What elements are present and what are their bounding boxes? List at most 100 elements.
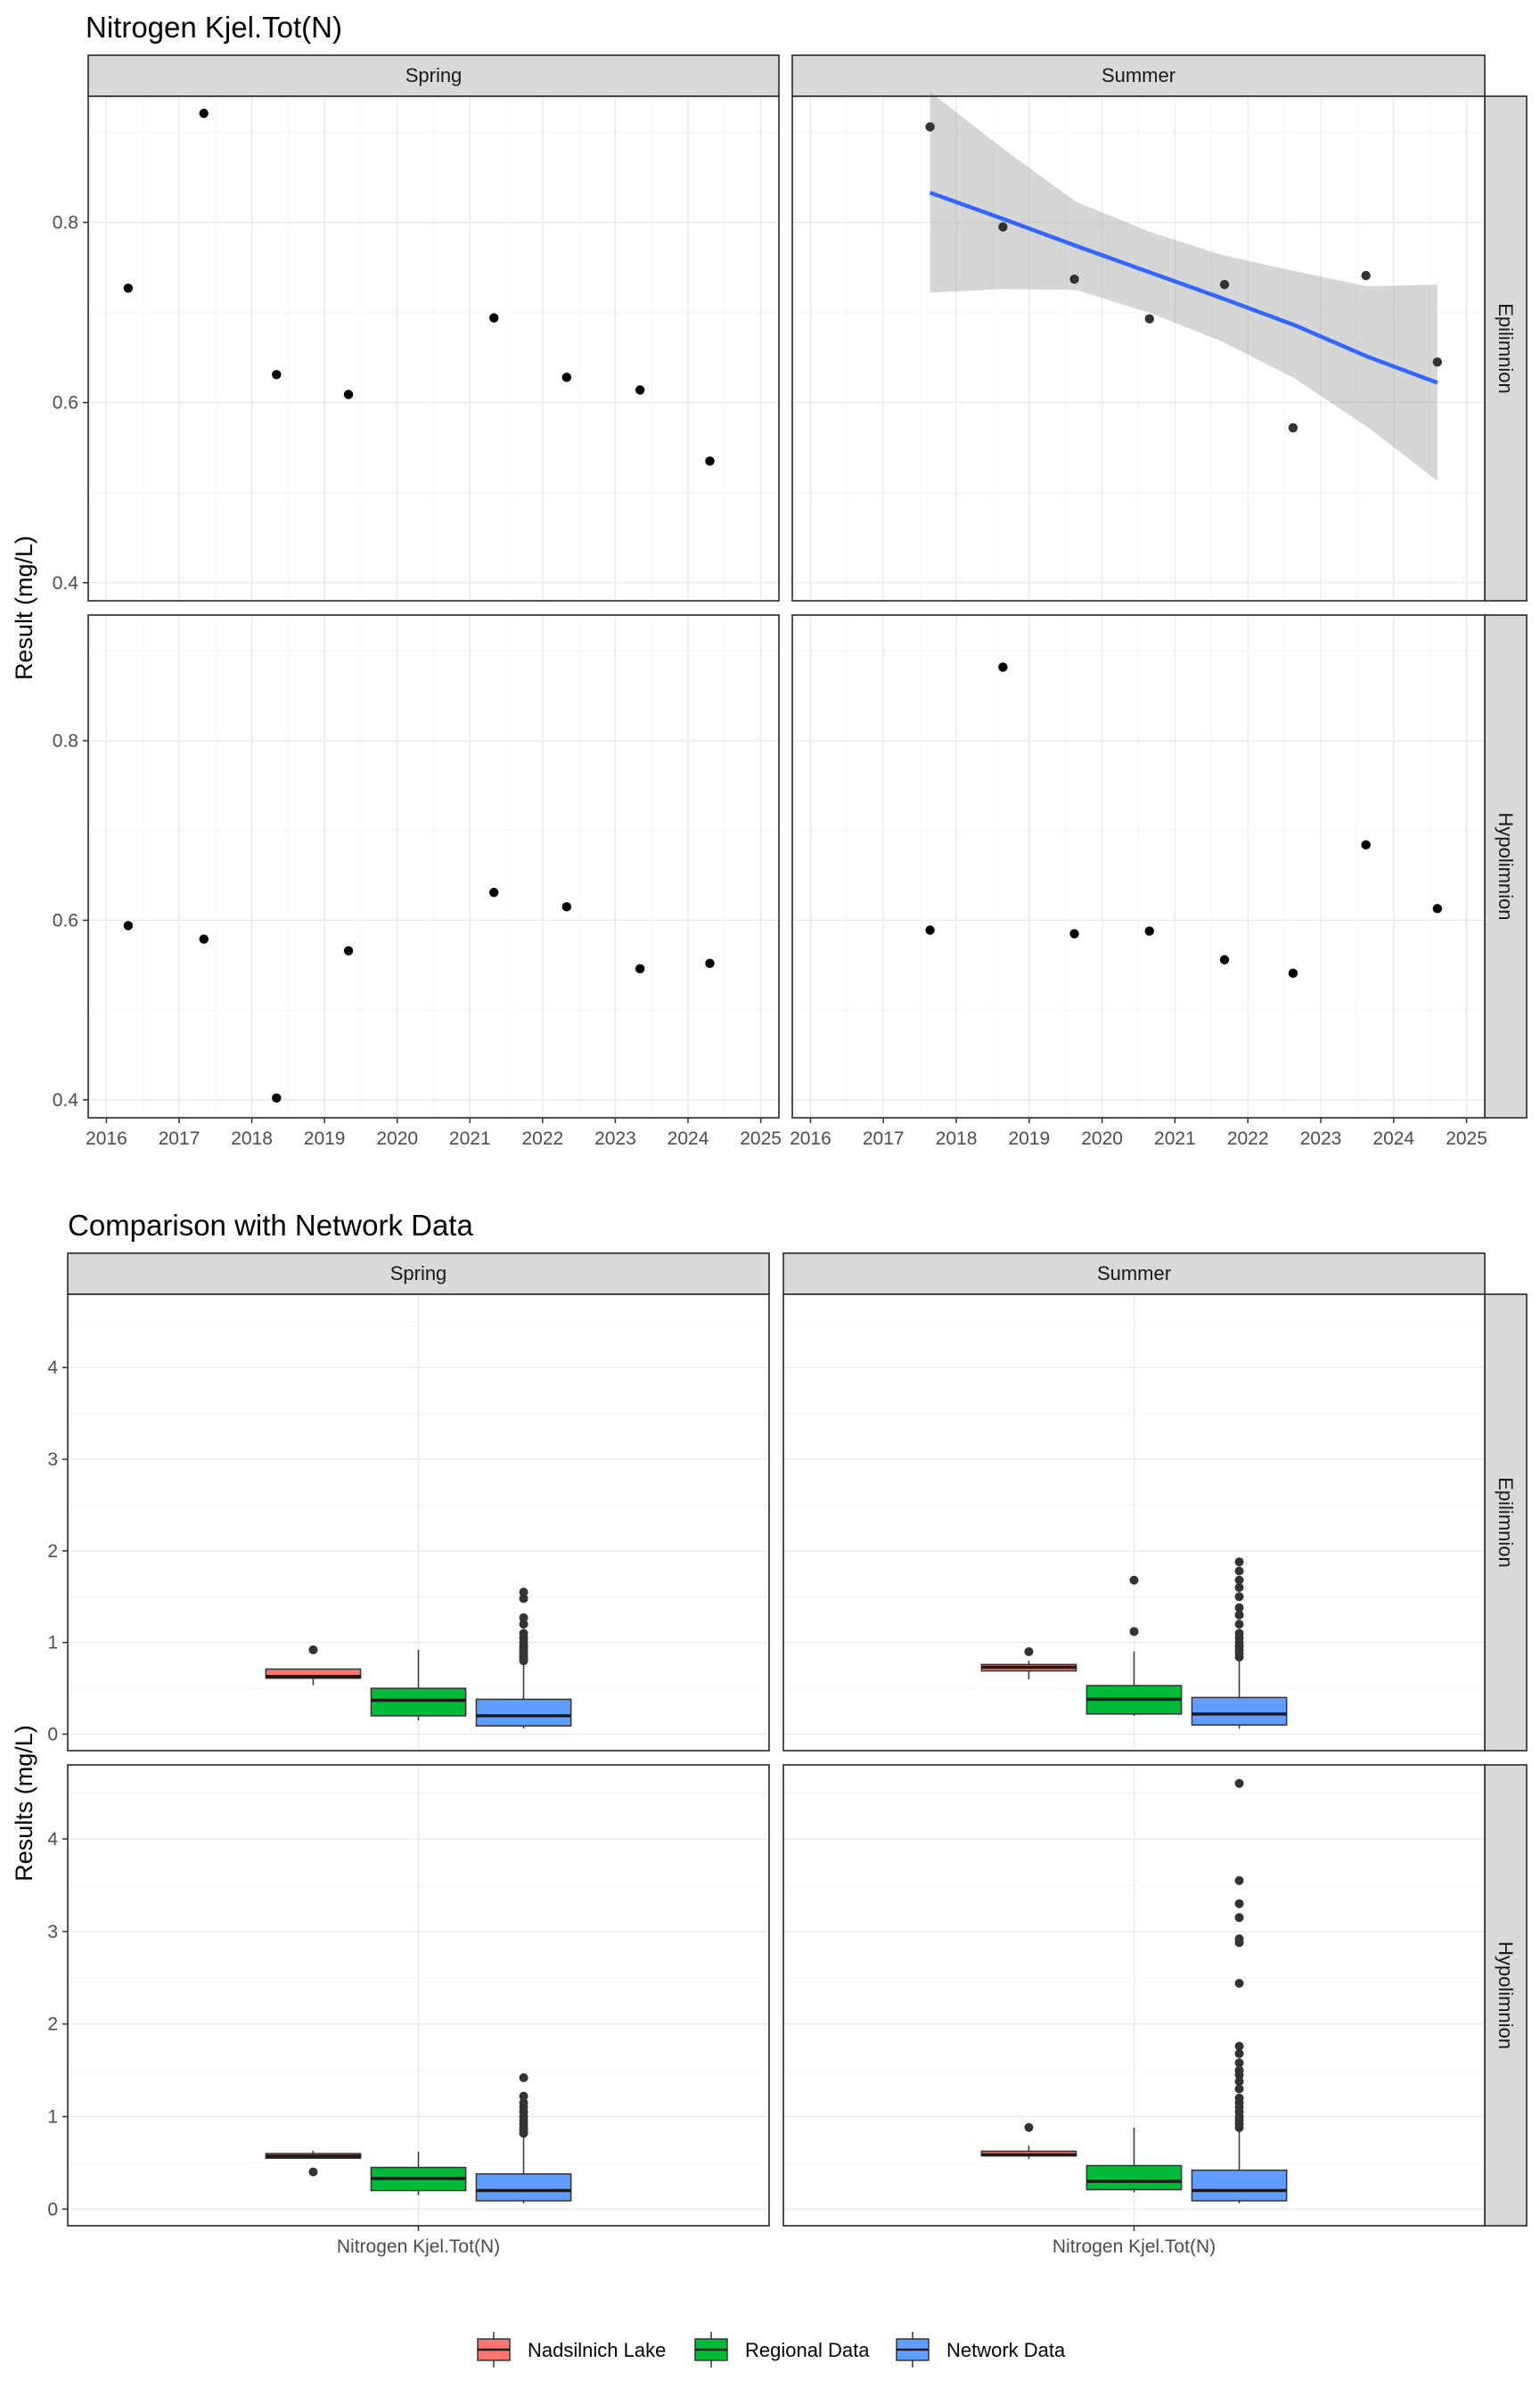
data-point bbox=[199, 934, 209, 944]
column-strip-label: Spring bbox=[405, 64, 463, 86]
data-point bbox=[272, 1093, 282, 1104]
row-strip bbox=[1484, 1293, 1528, 1752]
figure2-y-axis-title: Results (mg/L) bbox=[11, 1725, 37, 1882]
y-tick-label: 4 bbox=[47, 1358, 58, 1378]
outlier-point bbox=[1234, 2077, 1244, 2087]
x-tick-label: 2025 bbox=[740, 1128, 782, 1149]
outlier-point bbox=[1234, 2084, 1244, 2094]
outlier-point bbox=[1234, 1592, 1244, 1602]
x-tick-label: 2018 bbox=[936, 1128, 978, 1149]
box-nadsilnich-lake bbox=[265, 1645, 362, 1686]
row-strip-label: Hypolimnion bbox=[1495, 1941, 1517, 2049]
legend-item-network-data: Network Data bbox=[896, 2332, 1066, 2367]
y-tick-label: 0.6 bbox=[53, 393, 78, 414]
outlier-point bbox=[1234, 2048, 1244, 2058]
legend-item-nadsilnich-lake: Nadsilnich Lake bbox=[477, 2332, 666, 2367]
y-tick-label: 0.6 bbox=[53, 910, 78, 931]
row-strip-label: Epilimnion bbox=[1495, 1477, 1517, 1568]
y-tick-label: 3 bbox=[47, 1449, 58, 1470]
data-point bbox=[705, 456, 715, 466]
legend-label: Nadsilnich Lake bbox=[528, 2339, 666, 2361]
x-tick-label: Nitrogen Kjel.Tot(N) bbox=[1053, 2236, 1216, 2257]
x-tick-label: 2022 bbox=[1227, 1128, 1269, 1149]
scatter-panel-spring-hypolimnion: 0.4 0.6 0.8 2016 2017 2018 2019 2020 2021 2022 202… bbox=[53, 614, 782, 1149]
column-strip bbox=[67, 1252, 770, 1295]
y-tick-label: 1 bbox=[47, 2106, 58, 2127]
row-strip bbox=[1484, 95, 1528, 602]
y-tick-label: 0 bbox=[47, 2199, 58, 2220]
y-tick-label: 2 bbox=[47, 1541, 58, 1562]
data-point bbox=[343, 946, 354, 956]
data-point bbox=[705, 958, 715, 968]
box-network-data bbox=[1191, 1557, 1288, 1729]
row-strip bbox=[1484, 614, 1528, 1119]
outlier-point bbox=[1234, 2058, 1244, 2068]
outlier-point bbox=[519, 1629, 528, 1638]
scatter-panel-spring-epilimnion: 0.4 0.6 0.8 bbox=[53, 95, 780, 602]
figure2-panels: Spring Summer Epilimnion Hypolimnion 0 1 2 3 4 0 1… bbox=[47, 1252, 1528, 2257]
panel-border bbox=[782, 1293, 1486, 1752]
data-point bbox=[272, 370, 282, 380]
outlier-point bbox=[1234, 1566, 1244, 1576]
scatter-panel-summer-hypolimnion: 2016 2017 2018 2019 2020 2021 2022 2023 2024 2025 bbox=[790, 614, 1487, 1149]
box-nadsilnich-lake bbox=[980, 2122, 1077, 2160]
y-tick-label: 0.8 bbox=[53, 213, 78, 234]
box-panel-spring-hypolimnion: 0 1 2 3 4 Nitrogen Kjel.Tot(N) bbox=[47, 1764, 770, 2257]
outlier-point bbox=[308, 2167, 318, 2177]
data-point bbox=[1144, 926, 1154, 936]
outlier-point bbox=[519, 2091, 528, 2101]
outlier-point bbox=[1234, 1582, 1244, 1592]
y-tick-label: 0 bbox=[47, 1724, 58, 1744]
figure1-y-axis-title: Result (mg/L) bbox=[11, 536, 37, 680]
x-tick-label: 2021 bbox=[449, 1128, 491, 1149]
legend-label: Regional Data bbox=[745, 2339, 870, 2361]
data-point bbox=[199, 109, 209, 119]
data-point bbox=[1069, 274, 1079, 284]
data-point bbox=[1361, 270, 1371, 281]
outlier-point bbox=[1024, 1646, 1034, 1656]
box-regional-data bbox=[1085, 2127, 1183, 2193]
outlier-point bbox=[519, 1612, 528, 1622]
box-panel-summer-hypolimnion: Nitrogen Kjel.Tot(N) bbox=[782, 1764, 1486, 2257]
y-tick-label: 0.4 bbox=[53, 573, 79, 594]
data-point bbox=[1219, 280, 1230, 290]
data-point bbox=[1144, 314, 1154, 324]
x-tick-label: 2023 bbox=[1300, 1128, 1342, 1149]
figure2: Comparison with Network Data Results (mg… bbox=[11, 1209, 1528, 2257]
box-nadsilnich-lake bbox=[265, 2150, 362, 2177]
outlier-point bbox=[1234, 1899, 1244, 1908]
box-network-data bbox=[475, 1588, 572, 1729]
box-body bbox=[475, 1698, 572, 1727]
row-strip-label: Hypolimnion bbox=[1495, 812, 1517, 920]
y-tick-label: 2 bbox=[47, 2014, 58, 2035]
y-tick-label: 4 bbox=[47, 1829, 58, 1850]
trend-line bbox=[929, 191, 1438, 385]
y-tick-label: 3 bbox=[47, 1922, 58, 1942]
data-point bbox=[998, 222, 1008, 232]
outlier-point bbox=[1234, 1875, 1244, 1885]
outlier-point bbox=[1234, 1979, 1244, 1989]
x-tick-label: 2023 bbox=[594, 1128, 636, 1149]
outlier-point bbox=[1234, 2065, 1244, 2075]
column-strip-label: Spring bbox=[390, 1262, 447, 1284]
data-point bbox=[1069, 929, 1079, 939]
legend-item-regional-data: Regional Data bbox=[694, 2332, 870, 2367]
outlier-point bbox=[519, 1588, 528, 1597]
scatter-panel-summer-epilimnion bbox=[791, 91, 1486, 602]
x-tick-label: 2019 bbox=[304, 1128, 346, 1149]
outlier-point bbox=[519, 2097, 528, 2107]
outlier-point bbox=[1129, 1627, 1139, 1637]
x-tick-label: Nitrogen Kjel.Tot(N) bbox=[337, 2236, 500, 2257]
column-strip bbox=[782, 1252, 1486, 1295]
x-tick-label: 2017 bbox=[863, 1128, 905, 1149]
panel-border bbox=[791, 614, 1486, 1119]
data-point bbox=[489, 313, 499, 323]
x-tick-label: 2017 bbox=[159, 1128, 201, 1149]
x-tick-label: 2018 bbox=[231, 1128, 273, 1149]
outlier-point bbox=[1234, 1603, 1244, 1612]
outlier-point bbox=[1234, 1629, 1244, 1638]
outlier-point bbox=[1234, 1778, 1244, 1788]
data-point bbox=[1288, 423, 1298, 433]
figure2-title: Comparison with Network Data bbox=[68, 1209, 473, 1242]
legend: Nadsilnich Lake Regional Data Network Data bbox=[477, 2332, 1066, 2367]
